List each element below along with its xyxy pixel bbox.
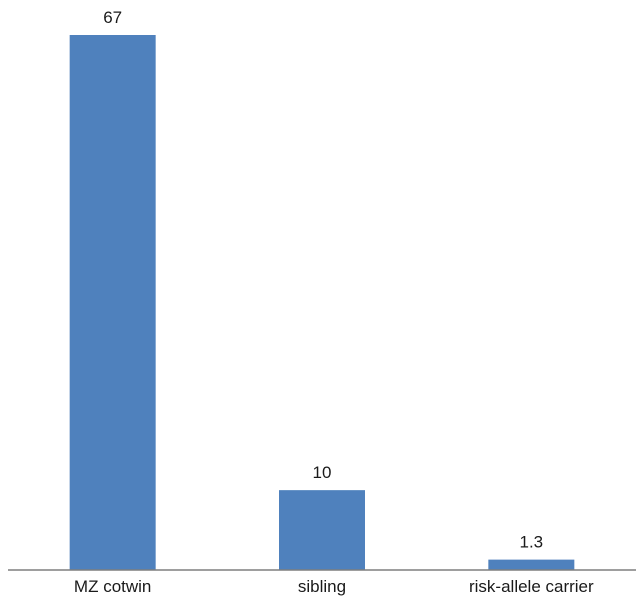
data-labels-group: 67 10 1.3 (103, 8, 543, 552)
category-label-0: MZ cotwin (74, 577, 151, 596)
bar-1 (279, 490, 365, 570)
category-label-2: risk-allele carrier (469, 577, 594, 596)
data-label-0: 67 (103, 8, 122, 27)
category-label-1: sibling (298, 577, 346, 596)
data-label-2: 1.3 (520, 533, 544, 552)
category-labels-group: MZ cotwin sibling risk-allele carrier (74, 577, 594, 596)
bar-2 (488, 559, 575, 570)
bar-0 (69, 35, 156, 570)
data-label-1: 10 (313, 463, 332, 482)
bars-group (69, 35, 575, 570)
